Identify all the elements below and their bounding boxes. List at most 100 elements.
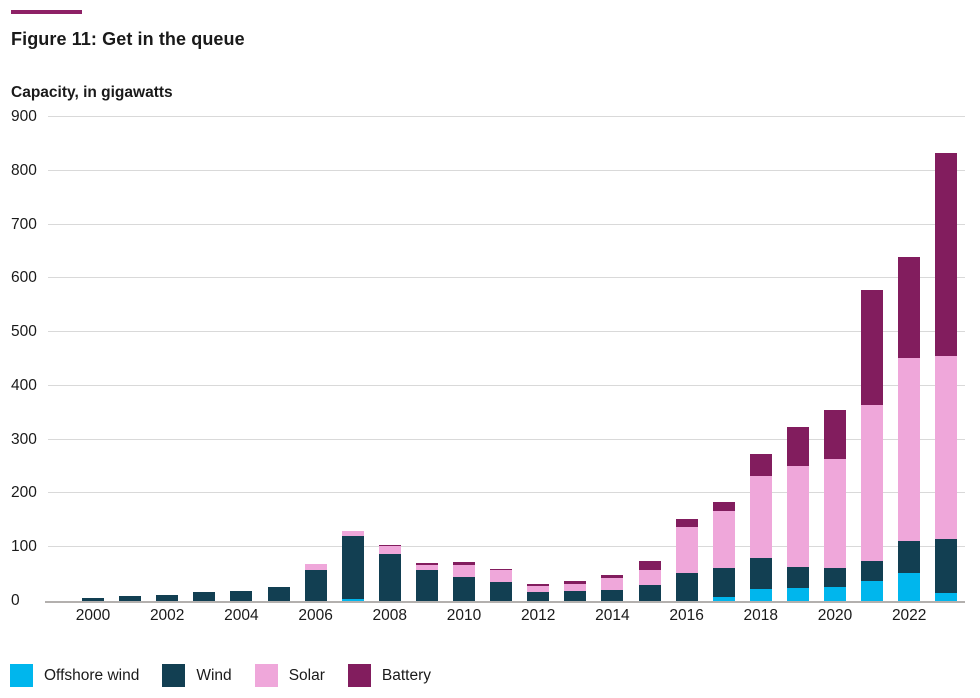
bar-2016-battery xyxy=(675,519,698,528)
y-tick-500: 500 xyxy=(11,323,37,341)
bar-2008-wind xyxy=(378,553,401,601)
bar-2002-wind xyxy=(156,595,179,601)
bar-2016 xyxy=(675,519,698,601)
bar-2023-wind xyxy=(935,539,958,593)
legend-label: Offshore wind xyxy=(44,666,140,684)
bar-2014-solar xyxy=(601,578,624,591)
y-tick-0: 0 xyxy=(11,592,20,609)
bar-2006 xyxy=(304,564,327,601)
bar-2007-offshore-wind xyxy=(341,599,364,601)
legend-swatch-offshore-wind xyxy=(10,664,33,687)
bar-2022-wind xyxy=(898,541,921,574)
bar-2022-offshore-wind xyxy=(898,573,921,601)
bar-2011-wind xyxy=(490,581,513,601)
bar-2010 xyxy=(453,562,475,601)
bar-2013-solar xyxy=(564,583,587,591)
bar-2016-solar xyxy=(675,527,698,574)
gridline-200 xyxy=(48,492,965,494)
bar-2004-wind xyxy=(230,590,253,601)
bar-2005-wind xyxy=(267,587,290,601)
bar-2003 xyxy=(193,592,216,601)
x-tick-2020: 2020 xyxy=(817,607,853,624)
bar-2003-wind xyxy=(193,592,216,601)
bar-2019 xyxy=(786,427,809,601)
bar-2010-wind xyxy=(453,577,475,601)
legend-item-offshore-wind: Offshore wind xyxy=(10,664,139,687)
bar-2017-offshore-wind xyxy=(712,596,735,601)
x-axis-line xyxy=(45,601,965,603)
y-tick-800: 800 xyxy=(11,161,37,179)
bar-2000-wind xyxy=(82,598,104,601)
bar-2015 xyxy=(638,560,661,601)
chart-legend: Offshore wind Wind Solar Battery xyxy=(10,664,431,687)
bar-2019-offshore-wind xyxy=(786,587,809,601)
y-tick-200: 200 xyxy=(11,484,37,502)
bar-2009-solar xyxy=(415,564,438,571)
bar-2009 xyxy=(415,562,438,601)
bar-2005 xyxy=(267,587,290,601)
bar-2017-wind xyxy=(712,567,735,597)
x-tick-2018: 2018 xyxy=(743,607,779,624)
bar-2023 xyxy=(935,152,958,601)
x-tick-2010: 2010 xyxy=(446,607,482,624)
x-tick-2006: 2006 xyxy=(298,607,333,624)
x-tick-2012: 2012 xyxy=(520,607,556,624)
bar-2021-wind xyxy=(861,560,884,582)
bar-2008 xyxy=(378,544,401,601)
bar-2021 xyxy=(861,289,884,601)
bar-2007-wind xyxy=(341,536,364,600)
x-tick-2016: 2016 xyxy=(669,607,704,624)
gridline-300 xyxy=(48,438,965,440)
bar-2020-battery xyxy=(824,410,846,459)
bar-2021-solar xyxy=(861,404,884,561)
bar-2020-offshore-wind xyxy=(824,587,846,601)
x-tick-2008: 2008 xyxy=(372,607,408,624)
y-tick-700: 700 xyxy=(11,215,37,233)
bar-2004 xyxy=(230,590,253,601)
bar-2009-wind xyxy=(415,570,438,601)
bar-2008-solar xyxy=(378,546,401,554)
bar-2023-battery xyxy=(935,152,958,356)
bar-2015-wind xyxy=(638,584,661,601)
bar-2017-battery xyxy=(712,502,735,512)
x-tick-2002: 2002 xyxy=(149,607,185,624)
bar-2012-battery xyxy=(527,583,550,586)
bar-2018 xyxy=(749,453,772,601)
x-tick-2000: 2000 xyxy=(75,607,111,624)
bar-2011-battery xyxy=(490,568,513,571)
gridline-700 xyxy=(48,223,965,225)
bar-2013-wind xyxy=(564,590,587,601)
gridline-900 xyxy=(48,116,965,117)
bar-2008-battery xyxy=(378,544,401,547)
accent-line xyxy=(11,10,82,14)
bar-2022 xyxy=(898,257,921,601)
plot-area xyxy=(48,116,965,601)
bar-2012 xyxy=(527,583,550,601)
bar-2018-wind xyxy=(749,558,772,589)
legend-item-wind: Wind xyxy=(162,664,232,687)
bar-2016-wind xyxy=(675,573,698,601)
bar-2011 xyxy=(490,568,513,601)
bar-2012-solar xyxy=(527,585,550,592)
x-tick-2004: 2004 xyxy=(224,607,259,624)
y-tick-400: 400 xyxy=(11,376,37,394)
bar-2020-solar xyxy=(824,458,846,569)
bar-2022-solar xyxy=(898,357,921,542)
bar-2019-solar xyxy=(786,466,809,568)
legend-swatch-wind xyxy=(162,664,186,687)
bar-2019-battery xyxy=(786,427,809,467)
bar-2000 xyxy=(82,598,104,601)
legend-label: Solar xyxy=(288,666,325,684)
legend-item-solar: Solar xyxy=(254,664,325,687)
x-tick-2022: 2022 xyxy=(891,607,927,624)
y-tick-600: 600 xyxy=(11,269,37,287)
y-axis-title: Capacity, in gigawatts xyxy=(11,84,173,101)
bar-2018-offshore-wind xyxy=(749,588,772,601)
figure-title: Figure 11: Get in the queue xyxy=(11,29,245,49)
bar-2011-solar xyxy=(490,570,513,582)
bar-2022-battery xyxy=(898,257,921,358)
gridline-600 xyxy=(48,277,965,279)
gridline-400 xyxy=(48,384,965,386)
bar-2017 xyxy=(712,502,735,601)
legend-label: Wind xyxy=(196,666,232,684)
